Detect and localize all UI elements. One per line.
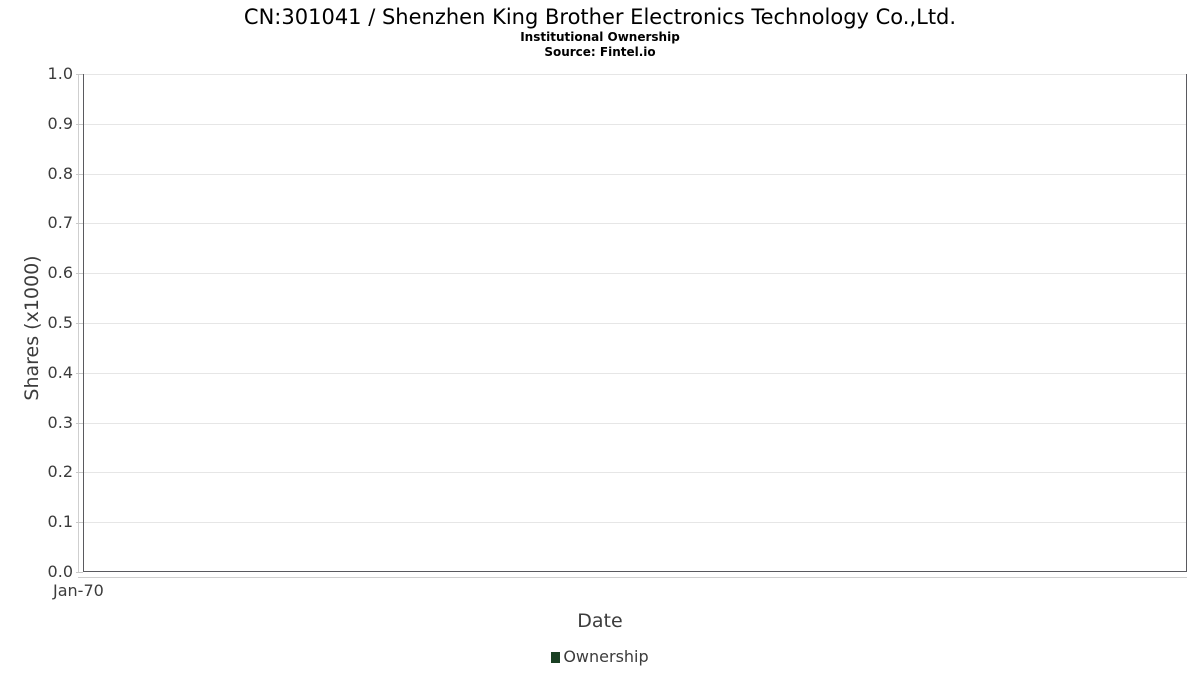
y-tick-mark: [76, 572, 83, 573]
y-tick-label: 0.2: [47, 462, 73, 482]
legend-item[interactable]: Ownership: [551, 647, 649, 666]
y-tick-mark: [76, 472, 83, 473]
y-tick-label: 0.9: [47, 113, 73, 133]
legend-label: Ownership: [563, 647, 649, 666]
gridline: [84, 472, 1186, 474]
y-tick-mark: [76, 74, 83, 75]
gridline: [84, 372, 1186, 374]
y-axis-title: Shares (x1000): [21, 255, 43, 401]
gridline: [84, 74, 1186, 75]
gridline: [84, 273, 1186, 275]
y-tick-label: 0.7: [47, 213, 73, 233]
y-tick-label: 0.4: [47, 362, 73, 382]
chart-source: Source: Fintel.io: [544, 45, 656, 59]
x-tick-label: Jan-70: [53, 581, 104, 600]
y-tick-mark: [76, 323, 83, 324]
y-tick-label: 0.0: [47, 562, 73, 581]
chart-title-block: CN:301041 / Shenzhen King Brother Electr…: [0, 4, 1200, 60]
y-tick-mark: [76, 174, 83, 175]
y-tick-label: 0.6: [47, 263, 73, 283]
chart-legend: Ownership: [0, 648, 1200, 666]
gridline: [84, 223, 1186, 225]
x-axis-rail: [78, 577, 1187, 578]
gridline: [84, 173, 1186, 175]
y-tick-mark: [76, 522, 83, 523]
y-tick-mark: [76, 223, 83, 224]
gridline: [84, 422, 1186, 424]
y-tick-mark: [76, 124, 83, 125]
y-tick-mark: [76, 423, 83, 424]
y-tick-mark: [76, 373, 83, 374]
y-tick-mark: [76, 273, 83, 274]
y-tick-label: 0.1: [47, 512, 73, 532]
x-axis-title: Date: [577, 610, 623, 632]
chart-title: CN:301041 / Shenzhen King Brother Electr…: [243, 5, 957, 29]
gridline: [84, 522, 1186, 524]
chart-subtitle: Institutional Ownership: [520, 30, 680, 44]
plot-area: [83, 74, 1187, 572]
gridline: [84, 123, 1186, 125]
gridline: [84, 323, 1186, 324]
y-tick-label: 1.0: [47, 64, 73, 83]
legend-swatch-icon: [551, 651, 561, 663]
y-tick-label: 0.8: [47, 163, 73, 183]
y-tick-label: 0.3: [47, 412, 73, 432]
y-tick-label: 0.5: [47, 313, 73, 332]
